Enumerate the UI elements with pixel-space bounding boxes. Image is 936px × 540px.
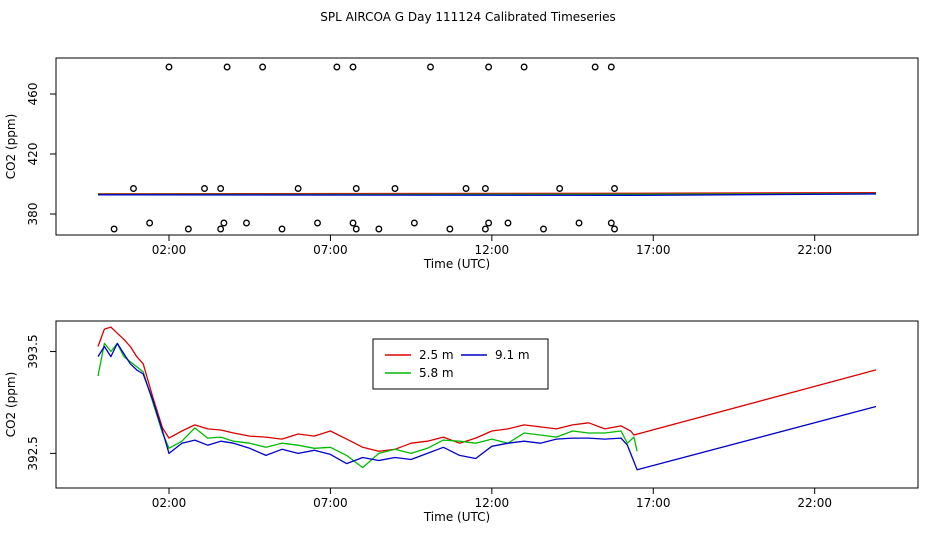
panel1-y-axis-label: CO2 (ppm) bbox=[4, 114, 18, 180]
panel1-data-point bbox=[217, 225, 225, 233]
panel1-data-point bbox=[201, 185, 208, 192]
panel1-x-tick-label: 12:00 bbox=[475, 243, 510, 257]
panel2-series-line-2_5m bbox=[97, 326, 877, 452]
panel1-data-point bbox=[427, 63, 434, 71]
panel1-data-point bbox=[165, 63, 173, 71]
panel1-data-point bbox=[352, 225, 360, 233]
panel1-data-point bbox=[333, 63, 341, 71]
panel1-data-point bbox=[349, 219, 357, 227]
panel1-data-point bbox=[314, 219, 321, 227]
panel1-data-point bbox=[146, 219, 154, 227]
panel1-x-axis-label: Time (UTC) bbox=[423, 257, 490, 271]
panel2-legend-label: 9.1 m bbox=[495, 348, 530, 362]
panel1-data-point bbox=[410, 219, 418, 227]
panel1-data-point bbox=[278, 225, 286, 233]
panel1-x-tick-label: 22:00 bbox=[797, 243, 832, 257]
panel1-y-tick-label: 460 bbox=[26, 83, 40, 106]
panel2-x-tick-label: 07:00 bbox=[313, 496, 348, 510]
panel1-data-point bbox=[607, 63, 615, 71]
panel2-y-axis-label: CO2 (ppm) bbox=[4, 372, 18, 438]
panel1-data-point bbox=[217, 185, 225, 192]
panel2-x-tick-label: 17:00 bbox=[636, 496, 671, 510]
panel2-y-tick-label: 392.5 bbox=[26, 436, 40, 470]
panel1-data-point bbox=[504, 219, 512, 227]
panel2-x-tick-label: 02:00 bbox=[152, 496, 187, 510]
panel1-data-point bbox=[223, 63, 231, 71]
panel1-data-point bbox=[611, 185, 618, 192]
panel1-data-point bbox=[446, 225, 454, 233]
panel1-x-tick-label: 17:00 bbox=[636, 243, 671, 257]
panel1-data-point bbox=[130, 185, 137, 192]
panel1-data-point bbox=[591, 63, 599, 71]
panel1-data-point bbox=[110, 225, 118, 233]
panel1-y-tick-label: 420 bbox=[26, 143, 40, 166]
page-title: SPL AIRCOA G Day 111124 Calibrated Times… bbox=[320, 10, 616, 24]
panel1-data-point bbox=[520, 63, 528, 71]
panel1-data-point bbox=[294, 185, 302, 192]
panel1-data-point bbox=[611, 225, 618, 233]
panel1-data-point bbox=[575, 219, 583, 227]
panel2-x-tick-label: 22:00 bbox=[797, 496, 832, 510]
panel1-plot-frame bbox=[55, 57, 919, 236]
panel1-data-point bbox=[481, 185, 489, 192]
panel2-series-line-5_8m bbox=[97, 342, 638, 469]
panel1-y-tick-label: 380 bbox=[26, 203, 40, 226]
panel1-data-point bbox=[485, 219, 493, 227]
panel1-data-point bbox=[607, 219, 615, 227]
panel1-series-line-9_1m bbox=[97, 193, 877, 197]
panel1-data-point bbox=[352, 185, 360, 192]
panel1-data-point bbox=[540, 225, 547, 233]
panel2-legend-label: 2.5 m bbox=[419, 348, 454, 362]
panel2-x-axis-label: Time (UTC) bbox=[423, 510, 490, 524]
panel1-data-point bbox=[556, 185, 564, 192]
panel1-data-point bbox=[259, 63, 267, 71]
panel1-data-point bbox=[481, 225, 489, 233]
panel2-series-line-9_1m bbox=[97, 342, 877, 471]
panel1-data-point bbox=[462, 185, 470, 192]
panel1-data-point bbox=[184, 225, 192, 233]
panel1-data-point bbox=[375, 225, 383, 233]
panel2-legend-box bbox=[372, 338, 549, 390]
panel2-legend-label: 5.8 m bbox=[419, 366, 454, 380]
panel2-y-tick-label: 393.5 bbox=[26, 334, 40, 368]
panel1-data-point bbox=[391, 185, 399, 192]
panel2-x-tick-label: 12:00 bbox=[475, 496, 510, 510]
panel1-data-point bbox=[349, 63, 357, 71]
panel1-x-tick-label: 02:00 bbox=[152, 243, 187, 257]
panel2-plot-frame bbox=[55, 320, 919, 489]
panel1-x-tick-label: 07:00 bbox=[313, 243, 348, 257]
panel1-data-point bbox=[243, 219, 250, 227]
panel1-series-line-2_5m bbox=[97, 192, 877, 195]
panel1-data-point bbox=[485, 63, 493, 71]
panel1-data-point bbox=[220, 219, 228, 227]
